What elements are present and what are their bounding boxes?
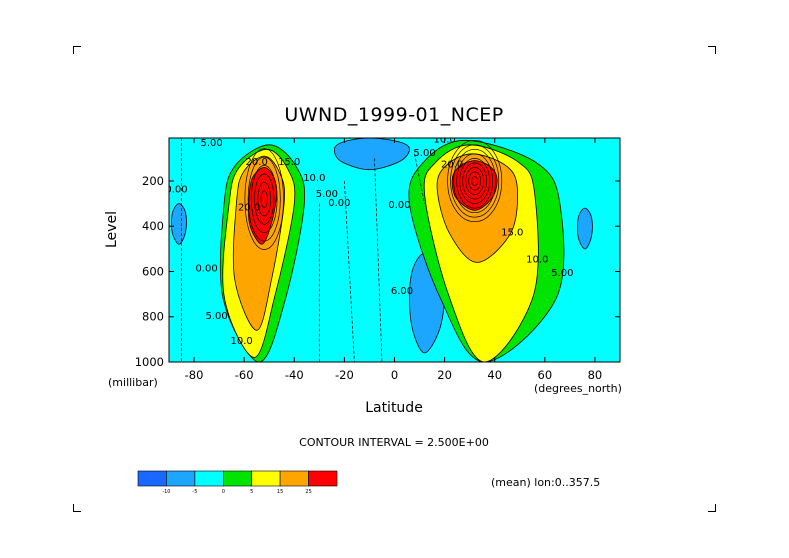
x-tick-label-1: -60 — [235, 368, 254, 382]
colorbar-label-1: -5 — [192, 489, 197, 495]
colorbar-swatch-0 — [137, 470, 167, 487]
north-jet-contour-1 — [471, 176, 479, 186]
mean-longitude-text: (mean) lon:0..357.5 — [491, 476, 601, 489]
dashed-contour-4 — [414, 153, 425, 204]
contour-label-7: 5.00 — [413, 148, 435, 159]
region-negative-north — [576, 207, 593, 250]
north-jet-contour-4 — [462, 162, 488, 200]
x-axis-label: Latitude — [365, 400, 423, 416]
south-jet-contour-3 — [254, 173, 275, 225]
contour-interval-text: CONTOUR INTERVAL = 2.500E+00 — [299, 436, 489, 449]
contour-label-15: 0.00 — [195, 263, 217, 274]
corner-mark-bottom-right — [708, 504, 716, 512]
south-jet-contour-5 — [247, 156, 281, 242]
north-jet-contour-2 — [468, 171, 482, 191]
colorbar-label-0: -10 — [162, 489, 170, 495]
north-jet-contour-8 — [450, 144, 500, 218]
x-tick-label-4: 0 — [391, 368, 398, 382]
north-jet-contour-9 — [447, 139, 503, 223]
south-jet-contour-4 — [250, 165, 278, 234]
colorbar-swatch-1 — [166, 470, 196, 487]
contour-label-14: 0.00 — [165, 184, 187, 195]
x-tick-label-2: -40 — [285, 368, 304, 382]
colorbar-label-4: 15 — [277, 489, 283, 495]
colorbar-swatch-6 — [308, 470, 338, 487]
x-tick-label-0: -80 — [185, 368, 204, 382]
y-tick-label-2: 600 — [142, 264, 164, 278]
colorbar-swatch-5 — [279, 470, 309, 487]
region-negative-south — [171, 203, 187, 245]
corner-mark-bottom-left — [73, 504, 81, 512]
chart-title: UWND_1999-01_NCEP — [284, 104, 504, 126]
south-jet-contour-6 — [244, 148, 284, 250]
contour-label-17: 10.0 — [231, 336, 253, 347]
colorbar-label-5: 25 — [305, 489, 311, 495]
axis-ticks: -80 -60 -40 -20 0 20 40 60 80 200 400 600 800 1000 — [135, 138, 620, 382]
y-tick-label-4: 1000 — [135, 355, 164, 369]
south-jet-contour-2 — [257, 181, 271, 217]
colorbar-label-3: 5 — [250, 489, 253, 495]
south-jet-contour-1 — [260, 190, 268, 208]
contour-label-16: 5.00 — [205, 311, 227, 322]
dashed-contour-3 — [374, 158, 383, 362]
colorbar: -10 -5 0 5 15 25 — [137, 470, 338, 495]
y-tick-label-1: 400 — [142, 219, 164, 233]
colorbar-swatch-2 — [194, 470, 224, 487]
contour-label-3: 10.0 — [303, 173, 325, 184]
contour-label-13: 5.00 — [551, 268, 573, 279]
contour-label-0: 5.00 — [200, 138, 222, 149]
contour-label-18: 20.0 — [238, 202, 260, 213]
contour-label-9: 0.00 — [388, 200, 410, 211]
x-tick-label-8: 80 — [588, 368, 603, 382]
contour-label-1: 20.0 — [246, 157, 268, 168]
y-axis-unit: (millibar) — [108, 376, 158, 389]
north-jet-contour-6 — [456, 153, 494, 209]
contour-fill-layer — [169, 138, 620, 362]
colorbar-swatch-4 — [251, 470, 281, 487]
contour-label-8: 20.0 — [441, 159, 463, 170]
contour-label-11: 15.0 — [501, 227, 523, 238]
contour-label-10: 6.00 — [391, 286, 413, 297]
north-jet-contour-7 — [453, 148, 497, 214]
colorbar-swatch-3 — [223, 470, 253, 487]
x-tick-label-7: 60 — [538, 368, 553, 382]
y-tick-label-3: 800 — [142, 310, 164, 324]
dashed-contour-2 — [344, 180, 355, 362]
x-axis-unit: (degrees_north) — [534, 382, 622, 395]
contour-label-5: 0.00 — [328, 198, 350, 209]
x-tick-label-3: -20 — [335, 368, 354, 382]
corner-mark-top-right — [708, 46, 716, 54]
y-axis-label: Level — [104, 211, 120, 248]
x-tick-label-5: 20 — [437, 368, 452, 382]
contour-label-12: 10.0 — [526, 254, 548, 265]
region-negative-top — [333, 138, 410, 171]
contour-line-layer — [181, 138, 503, 362]
colorbar-label-2: 0 — [222, 489, 225, 495]
north-jet-contour-3 — [465, 167, 485, 195]
y-tick-label-0: 200 — [142, 174, 164, 188]
corner-mark-top-left — [73, 46, 81, 54]
north-jet-contour-5 — [459, 158, 491, 204]
x-tick-label-6: 40 — [487, 368, 502, 382]
contour-label-2: 15.0 — [278, 157, 300, 168]
contour-label-4: 5.00 — [316, 189, 338, 200]
